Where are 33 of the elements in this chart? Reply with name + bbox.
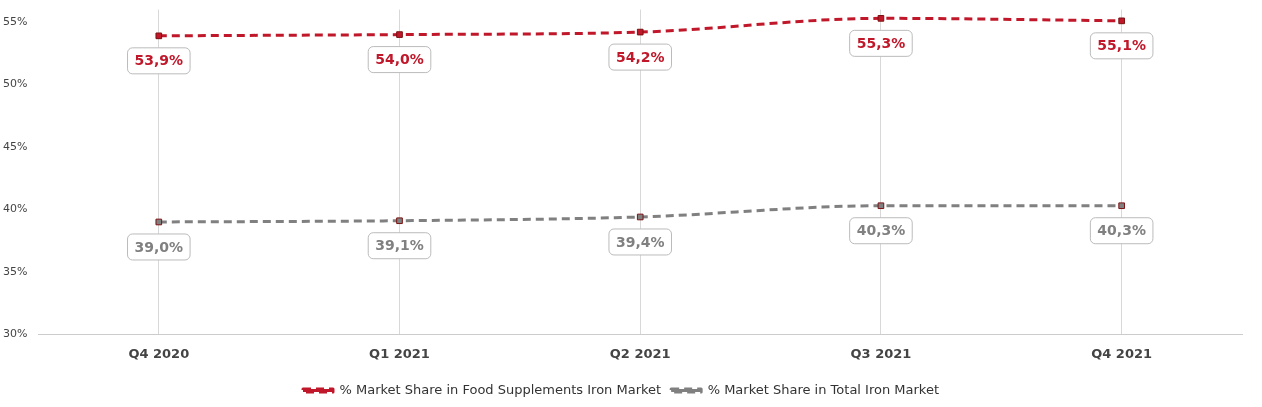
data-label: 39,0% [134, 238, 184, 255]
y-tick-label: 35% [3, 264, 28, 278]
data-label: 40,3% [1097, 222, 1146, 239]
y-tick-label: 45% [3, 139, 28, 153]
point [155, 218, 163, 226]
data-label: 39,4% [615, 233, 665, 250]
x-tick-label: Q4 2020 [128, 345, 190, 361]
point [877, 202, 885, 210]
legend-label: % Market Share in Total Iron Market [707, 381, 939, 397]
point [396, 31, 403, 38]
point [636, 213, 644, 221]
point [1118, 202, 1125, 210]
point [1118, 17, 1125, 25]
x-tick-label: Q4 2021 [1091, 345, 1153, 361]
point [636, 28, 644, 36]
legend-label: % Market Share in Food Supplements Iron Market [339, 381, 662, 397]
point [155, 32, 163, 40]
data-label: 53,9% [134, 52, 184, 69]
y-tick-label: 55% [3, 14, 28, 28]
y-tick-label: 40% [3, 202, 28, 216]
point [877, 15, 885, 22]
x-tick-label: Q2 2021 [609, 345, 671, 361]
point [396, 217, 403, 225]
x-tick-label: Q3 2021 [850, 345, 912, 361]
data-label: 54,2% [615, 48, 665, 65]
x-tick-label: Q1 2021 [369, 345, 430, 361]
data-label: 55,1% [1097, 37, 1146, 54]
y-tick-label: 50% [3, 77, 28, 91]
y-tick-label: 30% [3, 327, 28, 341]
data-label: 55,3% [856, 34, 906, 51]
data-label: 54,0% [375, 51, 424, 68]
data-label: 40,3% [856, 222, 906, 239]
data-label: 39,1% [375, 237, 424, 254]
